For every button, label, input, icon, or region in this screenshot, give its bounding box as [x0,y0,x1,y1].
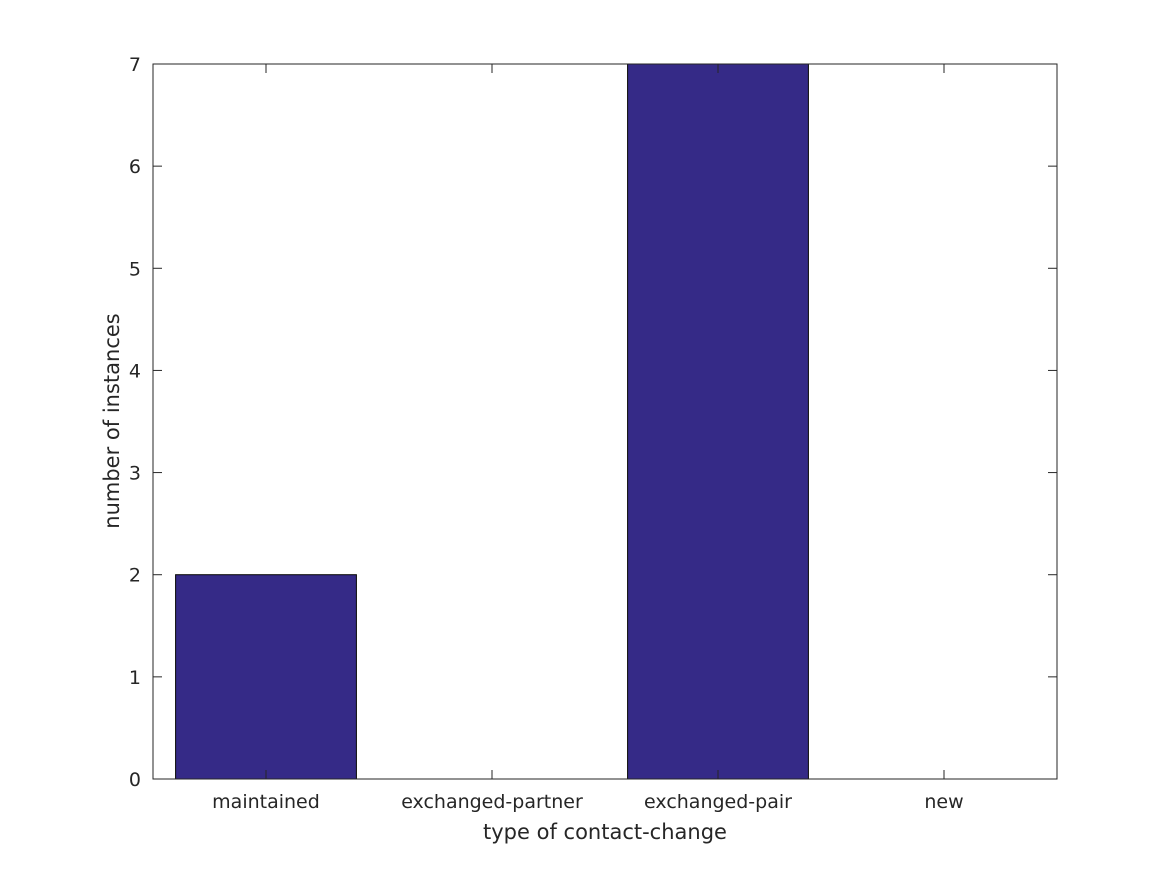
y-tick-label: 1 [129,667,141,689]
x-tick-label: maintained [212,791,320,813]
y-tick-label: 5 [129,258,141,280]
bar-exchanged-pair [627,63,809,780]
y-axis-ticks: 0 1 2 3 4 5 6 7 [129,54,1057,791]
x-tick-label: exchanged-pair [644,791,792,813]
x-tick-label: new [924,791,963,813]
y-tick-label: 3 [129,463,141,485]
y-tick-label: 7 [129,54,141,76]
x-axis-ticks: maintained exchanged-partner exchanged-pai… [212,64,964,813]
y-tick-label: 4 [129,360,141,382]
y-tick-label: 2 [129,565,141,587]
y-axis-label: number of instances [100,313,124,528]
y-tick-label: 6 [129,156,141,178]
y-tick-label: 0 [129,769,141,791]
bar-maintained [175,574,357,780]
axes-box [152,63,1058,780]
x-tick-label: exchanged-partner [401,791,583,813]
x-axis-label: type of contact-change [483,820,727,844]
